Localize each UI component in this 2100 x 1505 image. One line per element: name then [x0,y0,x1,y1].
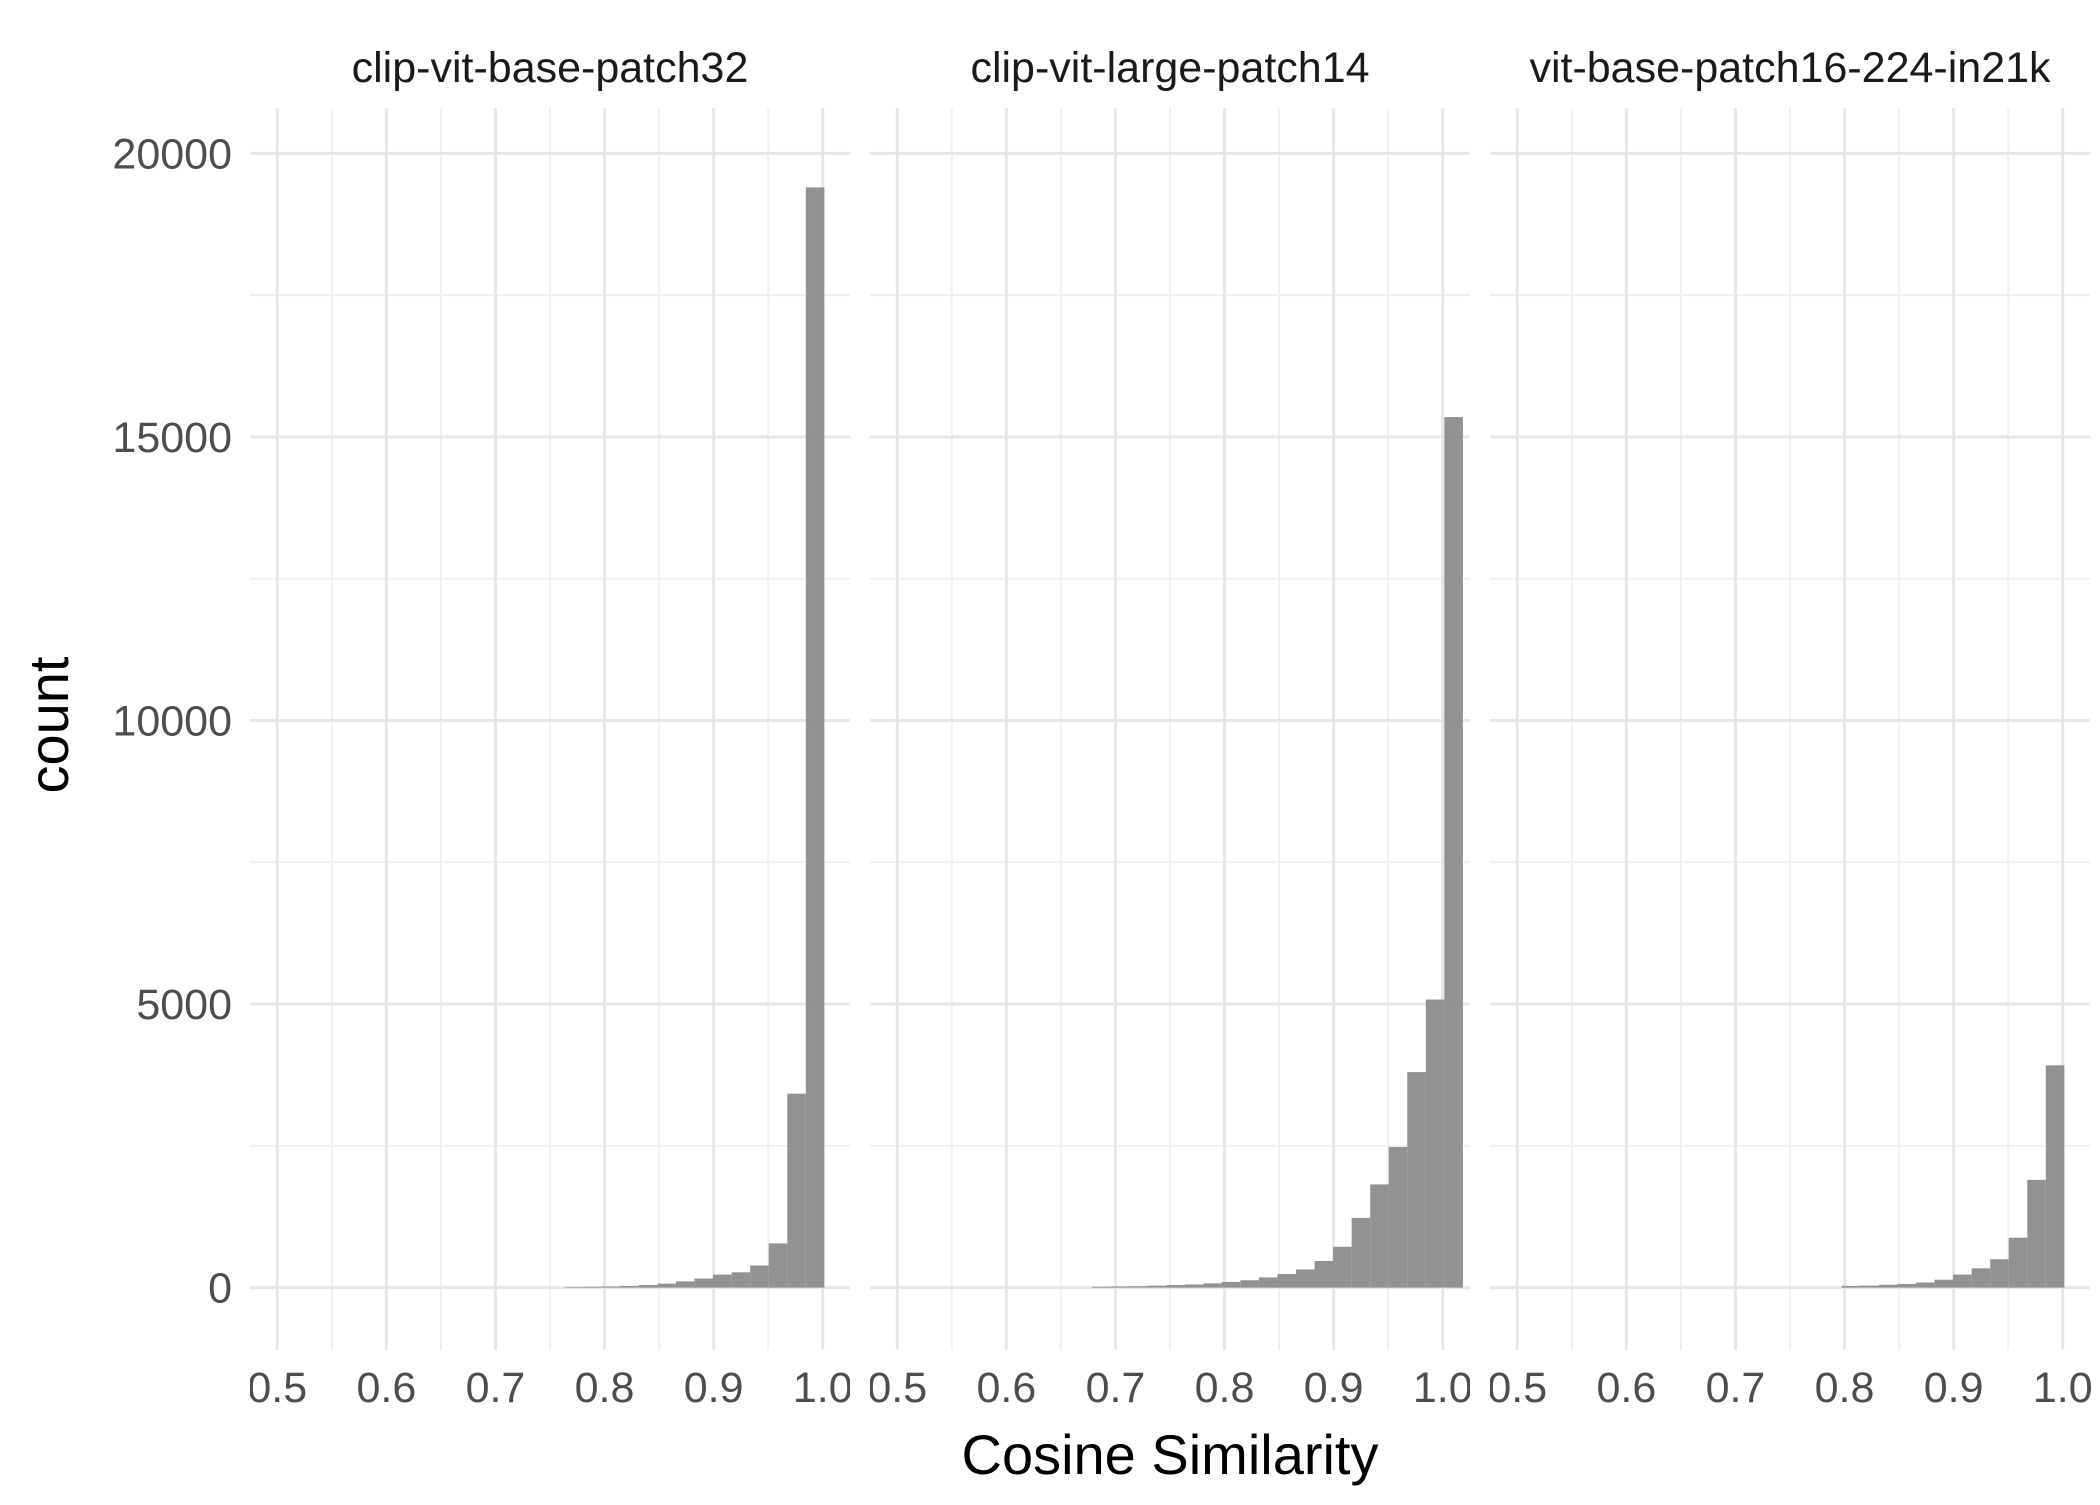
histogram-bar [1388,1146,1408,1288]
histogram-bar [1370,1184,1389,1288]
y-axis-title: count [17,656,80,793]
x-tick-label: 0.7 [1706,1364,1766,1412]
x-tick-label: 0.6 [356,1364,416,1412]
histogram-bar [713,1274,732,1288]
x-tick-label: 0.8 [1815,1364,1875,1412]
histogram-bar [1258,1277,1278,1288]
x-tick-label: 1.0 [2033,1364,2093,1412]
histogram-bar [1110,1286,1130,1288]
x-tick-label: 0.8 [1195,1364,1255,1412]
y-tick-label: 20000 [112,130,232,178]
x-tick-label: 1.0 [793,1364,853,1412]
x-tick-label: 0.9 [684,1364,744,1412]
facet-strip-title: vit-base-patch16-224-in21k [1529,44,2051,92]
x-tick-label: 0.7 [466,1364,526,1412]
facet-strip-title: clip-vit-base-patch32 [352,44,749,92]
histogram-bar [1971,1268,1991,1288]
histogram-bar [676,1281,695,1288]
histogram-bar [638,1285,658,1288]
histogram-bar [657,1283,676,1288]
histogram-bar [1351,1217,1371,1288]
x-tick-label: 0.8 [575,1364,635,1412]
histogram-bar [2027,1179,2046,1288]
histogram-bar [1333,1246,1352,1288]
histogram-bar [1953,1274,1972,1288]
facet-strip-title: clip-vit-large-patch14 [970,44,1369,92]
facet-panel: 0.5 0.6 0.7 0.8 0.9 1.0 clip-vit-large-patch14 [867,44,1473,1412]
y-tick-label: 10000 [112,697,232,745]
x-tick-label: 0.5 [247,1364,307,1412]
histogram-bar [1314,1260,1334,1288]
panels-layer: 0.5 0.6 0.7 0.8 0.9 1.0clip-vit-base-patch320… [247,44,2093,1412]
histogram-bar [1860,1285,1879,1288]
histogram-bar [1129,1286,1148,1288]
histogram-bar [1425,999,1445,1288]
histogram-bar [1841,1285,1861,1288]
x-tick-label: 0.9 [1924,1364,1984,1412]
histogram-bar [601,1286,621,1288]
histogram-bar [1296,1269,1315,1288]
histogram-bar [768,1243,788,1288]
histogram-bar [1240,1280,1259,1288]
histogram-bar [1878,1284,1898,1288]
y-axis: 0 5000 10000 15000 20000 [112,130,232,1312]
x-tick-label: 0.5 [867,1364,927,1412]
x-tick-label: 0.5 [1487,1364,1547,1412]
histogram-bar [564,1287,584,1288]
histogram-bar [1166,1285,1185,1288]
histogram-bar [1897,1283,1916,1288]
y-tick-label: 5000 [136,981,232,1029]
facet-panel: 0.5 0.6 0.7 0.8 0.9 1.0 clip-vit-base-patch32 [247,44,853,1412]
histogram-bar [1221,1281,1241,1288]
histogram-bar [1990,1259,2009,1288]
y-tick-label: 15000 [112,414,232,462]
histogram-bar [805,187,825,1288]
histogram-bar [1916,1282,1935,1288]
histogram-bar [731,1272,751,1288]
histogram-bar [583,1286,602,1288]
histogram-bar [1277,1274,1296,1288]
y-tick-label: 0 [208,1265,232,1313]
histogram-bar [1092,1286,1111,1288]
histogram-bar [1934,1279,1954,1288]
x-tick-label: 1.0 [1413,1364,1473,1412]
histogram-bar [1407,1072,1426,1288]
x-tick-label: 0.6 [1596,1364,1656,1412]
histogram-bar [1147,1285,1167,1288]
histogram-bar [620,1285,639,1288]
x-tick-label: 0.6 [976,1364,1036,1412]
histogram-bar [2045,1065,2065,1288]
histogram-bar [694,1278,714,1288]
histogram-bar [1203,1283,1222,1288]
facet-panel: 0.5 0.6 0.7 0.8 0.9 1.0 vit-base-patch16-224-i… [1487,44,2093,1412]
histogram-bar [1184,1284,1204,1288]
x-axis-title: Cosine Similarity [962,1423,1379,1486]
histogram-bar [787,1093,806,1288]
histogram-bar [1444,417,1463,1288]
x-tick-label: 0.9 [1304,1364,1364,1412]
x-tick-label: 0.7 [1086,1364,1146,1412]
histogram-bar [750,1265,769,1288]
histogram-bar [2008,1237,2028,1288]
